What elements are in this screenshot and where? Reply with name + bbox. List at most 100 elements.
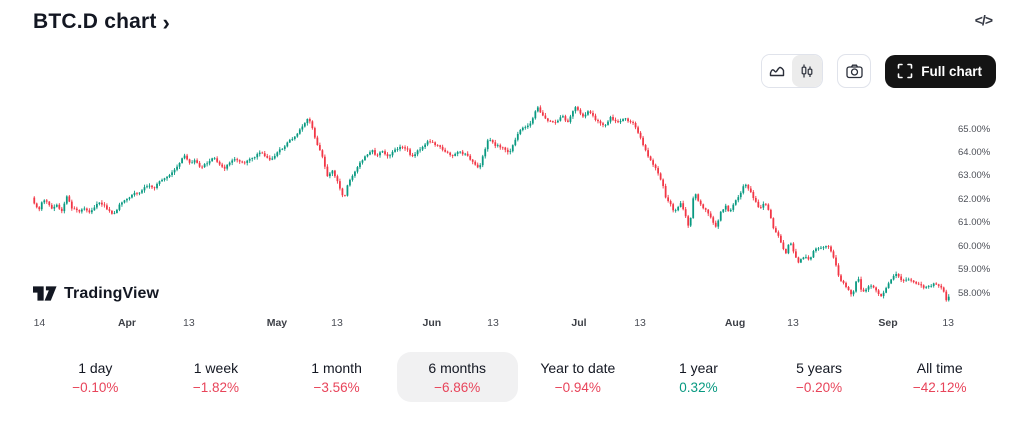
candle-body	[171, 172, 173, 175]
candle-body	[253, 157, 256, 159]
candle-body	[396, 149, 399, 150]
candle-body	[592, 112, 594, 116]
candle-body	[867, 286, 870, 290]
candle-body	[85, 208, 88, 211]
candle-body	[832, 251, 835, 258]
candle-wick	[605, 124, 606, 128]
candle-body	[699, 200, 702, 205]
candle-body	[536, 107, 539, 112]
candle-body	[339, 181, 341, 189]
candle-body	[529, 123, 532, 126]
candle-body	[213, 158, 216, 160]
candle-body	[687, 216, 690, 226]
candle-wick	[154, 186, 155, 191]
candle-body	[860, 279, 862, 290]
chart-title-link[interactable]: BTC.D chart ›	[33, 10, 170, 34]
candle-body	[55, 204, 58, 207]
candle-body	[892, 275, 895, 280]
candle-body	[795, 251, 797, 258]
tradingview-brand-label: TradingView	[64, 284, 160, 302]
candle-body	[857, 279, 860, 282]
candle-body	[238, 160, 241, 162]
candle-body	[674, 210, 677, 212]
candle-body	[356, 167, 359, 172]
price-axis-label: 61.00%	[958, 217, 991, 229]
range-button-all-time[interactable]: All time −42.12%	[879, 352, 1000, 402]
candle-body	[872, 285, 875, 288]
candle-body	[278, 149, 281, 153]
candle-body	[75, 208, 78, 211]
range-change-value: −3.56%	[313, 379, 360, 395]
candle-body	[862, 289, 865, 292]
candle-body	[216, 158, 219, 162]
candle-body	[461, 151, 464, 155]
candle-body	[524, 127, 527, 128]
candle-body	[341, 188, 344, 196]
range-button-1-year[interactable]: 1 year 0.32%	[638, 352, 759, 402]
time-axis-label: 14	[33, 317, 46, 329]
range-button-6-months[interactable]: 6 months −6.86%	[396, 352, 518, 402]
range-button-year-to-date[interactable]: Year to date −0.94%	[518, 352, 639, 402]
candle-body	[226, 164, 229, 169]
candle-wick	[83, 206, 85, 211]
candle-body	[133, 192, 136, 195]
embed-code-icon[interactable]: </>	[974, 12, 993, 28]
chart-style-switcher	[761, 54, 824, 88]
candle-body	[449, 152, 452, 156]
candle-body	[70, 201, 73, 209]
time-axis-label: 13	[183, 317, 195, 329]
candle-body	[902, 280, 905, 281]
candle-body	[501, 147, 504, 149]
candle-body	[261, 152, 264, 154]
candle-body	[887, 283, 890, 289]
candle-body	[727, 205, 730, 212]
candle-body	[45, 200, 48, 202]
candle-body	[58, 204, 61, 209]
candle-body	[612, 117, 614, 120]
range-change-value: −0.20%	[795, 379, 843, 395]
candle-body	[774, 228, 777, 233]
candle-body	[531, 118, 534, 124]
candle-body	[276, 152, 279, 156]
candle-body	[504, 147, 507, 150]
candlestick-chart[interactable]	[33, 95, 950, 310]
candle-body	[840, 275, 842, 281]
candle-body	[637, 127, 639, 133]
snapshot-button[interactable]	[837, 54, 872, 88]
candle-body	[303, 123, 306, 127]
range-label: 1 day	[78, 359, 113, 376]
candle-body	[562, 116, 564, 118]
range-label: 6 months	[428, 359, 486, 376]
candle-body	[161, 179, 163, 182]
range-button-5-years[interactable]: 5 years −0.20%	[759, 352, 880, 402]
candle-wick	[502, 146, 504, 150]
candle-body	[326, 166, 329, 177]
candle-body	[704, 208, 707, 210]
candle-body	[912, 280, 915, 283]
candle-body	[364, 156, 366, 161]
candle-body	[662, 179, 665, 186]
candle-body	[376, 154, 379, 156]
candle-body	[321, 150, 324, 157]
candle-body	[739, 192, 742, 198]
candle-body	[193, 160, 196, 163]
range-label: 1 week	[193, 359, 239, 376]
page-title: BTC.D chart	[33, 10, 157, 33]
full-chart-button[interactable]: Full chart	[885, 54, 996, 88]
candle-body	[191, 162, 193, 164]
range-button-1-month[interactable]: 1 month −3.56%	[276, 352, 397, 402]
candle-body	[128, 197, 131, 199]
range-button-1-week[interactable]: 1 week −1.82%	[156, 352, 277, 402]
candlestick-style-button[interactable]	[792, 55, 823, 87]
candle-body	[198, 162, 201, 167]
candle-body	[890, 279, 893, 284]
range-button-1-day[interactable]: 1 day −0.10%	[35, 352, 156, 402]
tradingview-attribution-link[interactable]: TradingView	[33, 284, 159, 303]
range-change-value: −42.12%	[912, 379, 967, 395]
candle-wick	[928, 285, 930, 289]
area-chart-style-button[interactable]	[762, 55, 793, 87]
candle-body	[947, 296, 950, 301]
candle-body	[734, 200, 737, 205]
candle-body	[825, 246, 827, 248]
candle-body	[106, 205, 108, 210]
